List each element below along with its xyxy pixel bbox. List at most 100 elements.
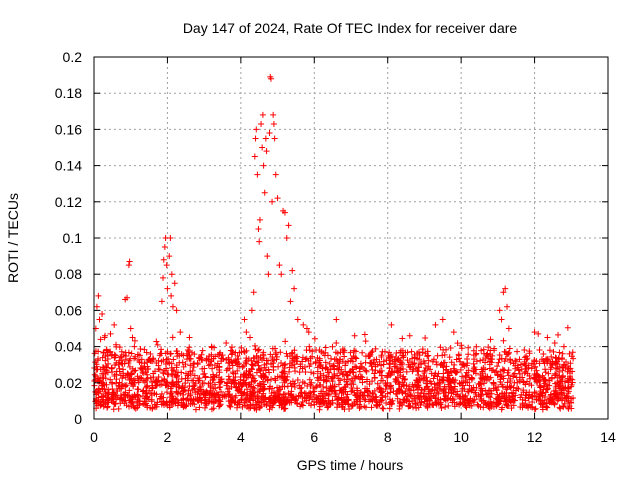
data-point (260, 386, 267, 393)
data-point (565, 379, 572, 386)
data-point (198, 351, 205, 358)
data-point (108, 352, 115, 359)
data-point (564, 393, 571, 400)
data-point (383, 357, 390, 364)
x-tick-label: 0 (90, 429, 98, 445)
data-point (548, 374, 555, 381)
data-point (95, 292, 102, 299)
data-point (494, 401, 501, 408)
data-point (560, 373, 567, 380)
data-point (493, 386, 500, 393)
data-point (284, 353, 291, 360)
data-point (425, 363, 432, 370)
data-point (260, 351, 267, 358)
data-point (211, 381, 218, 388)
data-point (275, 363, 282, 370)
data-point (559, 356, 566, 363)
data-point (139, 369, 146, 376)
data-point (231, 377, 238, 384)
data-point (413, 384, 420, 391)
data-point (266, 130, 273, 137)
data-point (95, 386, 102, 393)
data-point (415, 371, 422, 378)
y-tick-label: 0.1 (63, 230, 83, 246)
data-point (477, 357, 484, 364)
data-point (189, 400, 196, 407)
data-point (289, 349, 296, 356)
data-point (173, 389, 180, 396)
data-point (536, 382, 543, 389)
data-point (438, 405, 445, 412)
data-point (92, 376, 99, 383)
data-point (160, 256, 167, 263)
data-point (339, 348, 346, 355)
data-point (406, 391, 413, 398)
data-point (420, 393, 427, 400)
data-point (500, 337, 507, 344)
data-point (250, 384, 257, 391)
data-point (346, 406, 353, 413)
data-point (252, 377, 259, 384)
y-tick-label: 0.04 (55, 339, 82, 355)
data-point (478, 347, 485, 354)
data-point (416, 352, 423, 359)
data-point (293, 400, 300, 407)
data-point (545, 377, 552, 384)
data-point (319, 365, 326, 372)
data-point (501, 348, 508, 355)
data-point (462, 402, 469, 409)
y-tick-label: 0.16 (55, 121, 82, 137)
data-point (490, 399, 497, 406)
data-point (303, 355, 310, 362)
data-point (487, 387, 494, 394)
data-point (243, 374, 250, 381)
data-point (309, 348, 316, 355)
data-point (552, 354, 559, 361)
data-point (396, 386, 403, 393)
data-point (432, 321, 439, 328)
data-point (115, 359, 122, 366)
data-point (244, 403, 251, 410)
data-point (227, 403, 234, 410)
data-point (252, 360, 259, 367)
data-point (448, 359, 455, 366)
data-point (262, 135, 269, 142)
data-point (170, 356, 177, 363)
data-point (446, 385, 453, 392)
data-point (292, 368, 299, 375)
data-point (488, 359, 495, 366)
data-point (255, 346, 262, 353)
data-point (504, 398, 511, 405)
data-point (129, 334, 136, 341)
data-point (565, 365, 572, 372)
data-point (373, 401, 380, 408)
data-point (216, 402, 223, 409)
data-point (480, 380, 487, 387)
data-point (490, 379, 497, 386)
data-point (121, 360, 128, 367)
data-point (314, 395, 321, 402)
data-point (146, 387, 153, 394)
data-point (368, 404, 375, 411)
data-point (332, 393, 339, 400)
data-point (99, 354, 106, 361)
data-point (131, 343, 138, 350)
data-point (286, 368, 293, 375)
data-point (542, 369, 549, 376)
data-point (229, 348, 236, 355)
data-point (347, 368, 354, 375)
data-point (361, 331, 368, 338)
data-point (531, 389, 538, 396)
data-point (199, 356, 206, 363)
data-point (356, 365, 363, 372)
data-point (433, 361, 440, 368)
data-point (478, 397, 485, 404)
data-point (189, 367, 196, 374)
data-point (446, 372, 453, 379)
data-point (316, 403, 323, 410)
data-point (267, 75, 274, 82)
data-point (191, 372, 198, 379)
data-point (301, 380, 308, 387)
data-point (160, 357, 167, 364)
data-point (499, 404, 506, 411)
